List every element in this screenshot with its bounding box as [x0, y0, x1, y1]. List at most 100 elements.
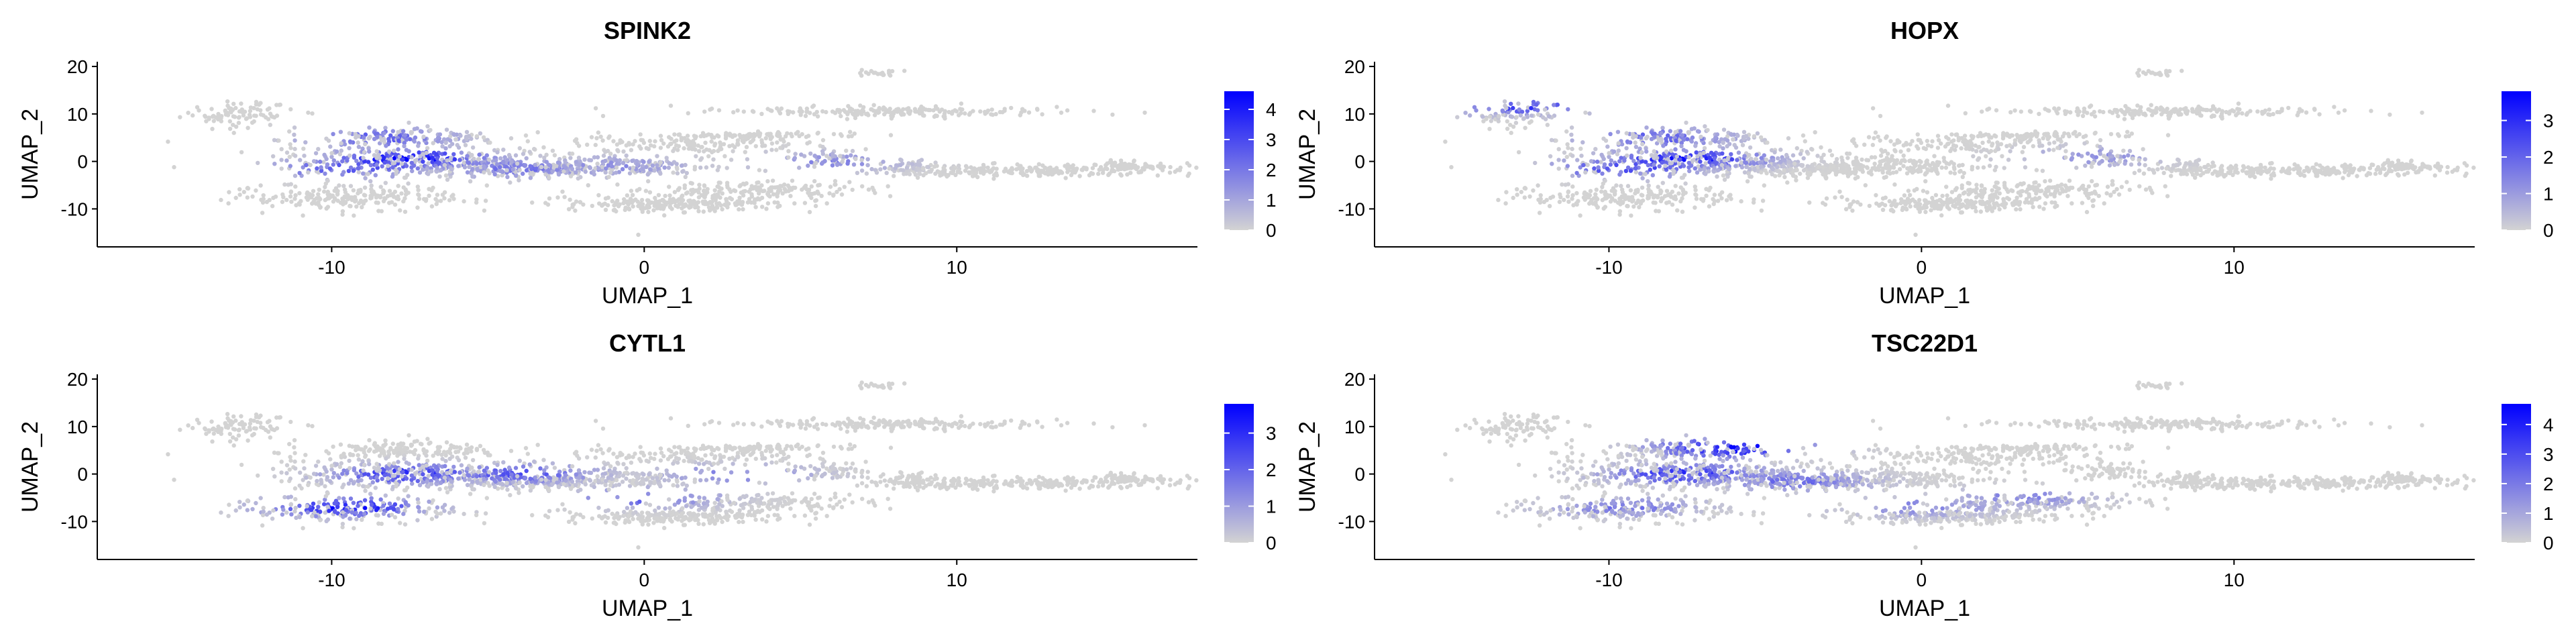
cell-point [605, 203, 610, 208]
cell-point [1185, 161, 1190, 166]
cell-point [1674, 154, 1679, 159]
cell-point [2010, 133, 2015, 138]
cell-point [1680, 133, 1684, 138]
cell-point [686, 138, 690, 142]
cell-point [2019, 189, 2024, 194]
cell-point [1925, 167, 1930, 172]
cell-point [2163, 184, 2167, 189]
cell-point [779, 106, 784, 111]
cell-point [2034, 168, 2039, 172]
cell-point [917, 172, 922, 176]
cell-point [980, 168, 985, 173]
cell-point [1558, 195, 1563, 199]
cell-point [665, 144, 671, 149]
cell-point [839, 192, 845, 197]
cell-point [1878, 113, 1883, 119]
cell-point [686, 111, 690, 115]
cell-point [596, 130, 601, 135]
cell-point [1945, 204, 1950, 209]
cell-point [563, 160, 568, 165]
cell-point [1988, 157, 1993, 162]
cell-point [2012, 108, 2017, 113]
cell-point [696, 205, 700, 210]
cell-point [2018, 193, 2023, 198]
cell-point [1912, 162, 1917, 167]
cell-point [810, 105, 815, 109]
cell-point [1608, 162, 1613, 167]
cell-point [608, 170, 613, 175]
cell-point [435, 156, 439, 161]
cell-point [1112, 160, 1118, 165]
cell-point [1091, 109, 1096, 113]
cell-point [993, 172, 998, 177]
cell-point [339, 148, 343, 153]
cell-point [386, 149, 392, 154]
cell-point [659, 138, 664, 143]
cell-point [560, 189, 565, 194]
cell-point [2141, 147, 2145, 152]
cell-point [712, 188, 717, 193]
cell-point [839, 113, 843, 119]
cell-point [524, 168, 529, 173]
cell-point [1704, 186, 1709, 191]
cell-point [297, 191, 302, 196]
cell-point [1739, 165, 1745, 170]
cell-point [1468, 113, 1472, 118]
cell-point [476, 157, 481, 162]
cell-point [1721, 127, 1727, 132]
cell-point [902, 68, 907, 73]
cell-point [1851, 137, 1856, 142]
cell-point [2108, 193, 2113, 198]
cell-point [237, 115, 241, 119]
cell-point [921, 173, 926, 178]
cell-point [608, 157, 613, 162]
cell-point [521, 171, 525, 176]
cell-point [621, 160, 626, 166]
cell-point [2143, 163, 2147, 168]
cell-point [2041, 150, 2045, 154]
cell-point [1562, 197, 1566, 203]
cell-point [1019, 110, 1024, 115]
cell-point [475, 166, 480, 172]
cell-point [392, 148, 396, 153]
cell-point [403, 187, 408, 192]
cell-point [1640, 142, 1645, 146]
cell-point [2021, 145, 2027, 150]
cell-point [741, 207, 745, 212]
cell-point [415, 166, 420, 171]
cell-point [223, 109, 228, 114]
cell-point [1610, 197, 1615, 202]
cell-point [631, 204, 635, 209]
cell-point [723, 203, 729, 208]
cell-point [386, 160, 391, 165]
cell-point [2002, 166, 2006, 170]
cell-point [1142, 110, 1147, 115]
cell-point [668, 103, 674, 108]
cell-point [1619, 184, 1623, 189]
cell-point [2090, 203, 2096, 209]
cell-point [1803, 139, 1807, 144]
cell-point [968, 111, 973, 115]
cell-point [351, 168, 356, 173]
cell-point [352, 213, 356, 218]
cell-point [402, 133, 407, 138]
cell-point [535, 130, 540, 135]
cell-point [257, 102, 262, 107]
cell-point [360, 146, 365, 151]
cell-point [2149, 103, 2153, 107]
cell-point [396, 194, 400, 199]
cell-point [315, 166, 319, 171]
cell-point [1945, 193, 1949, 198]
cell-point [1960, 174, 1965, 179]
cell-point [2135, 70, 2140, 76]
cell-point [1617, 159, 1622, 164]
cell-point [250, 194, 255, 199]
cell-point [1680, 209, 1685, 214]
cell-point [1503, 103, 1507, 108]
cell-point [329, 154, 334, 159]
cell-point [284, 197, 289, 203]
cell-point [2212, 106, 2216, 111]
cell-point [401, 199, 406, 204]
cell-point [322, 189, 327, 194]
cell-point [382, 156, 386, 160]
